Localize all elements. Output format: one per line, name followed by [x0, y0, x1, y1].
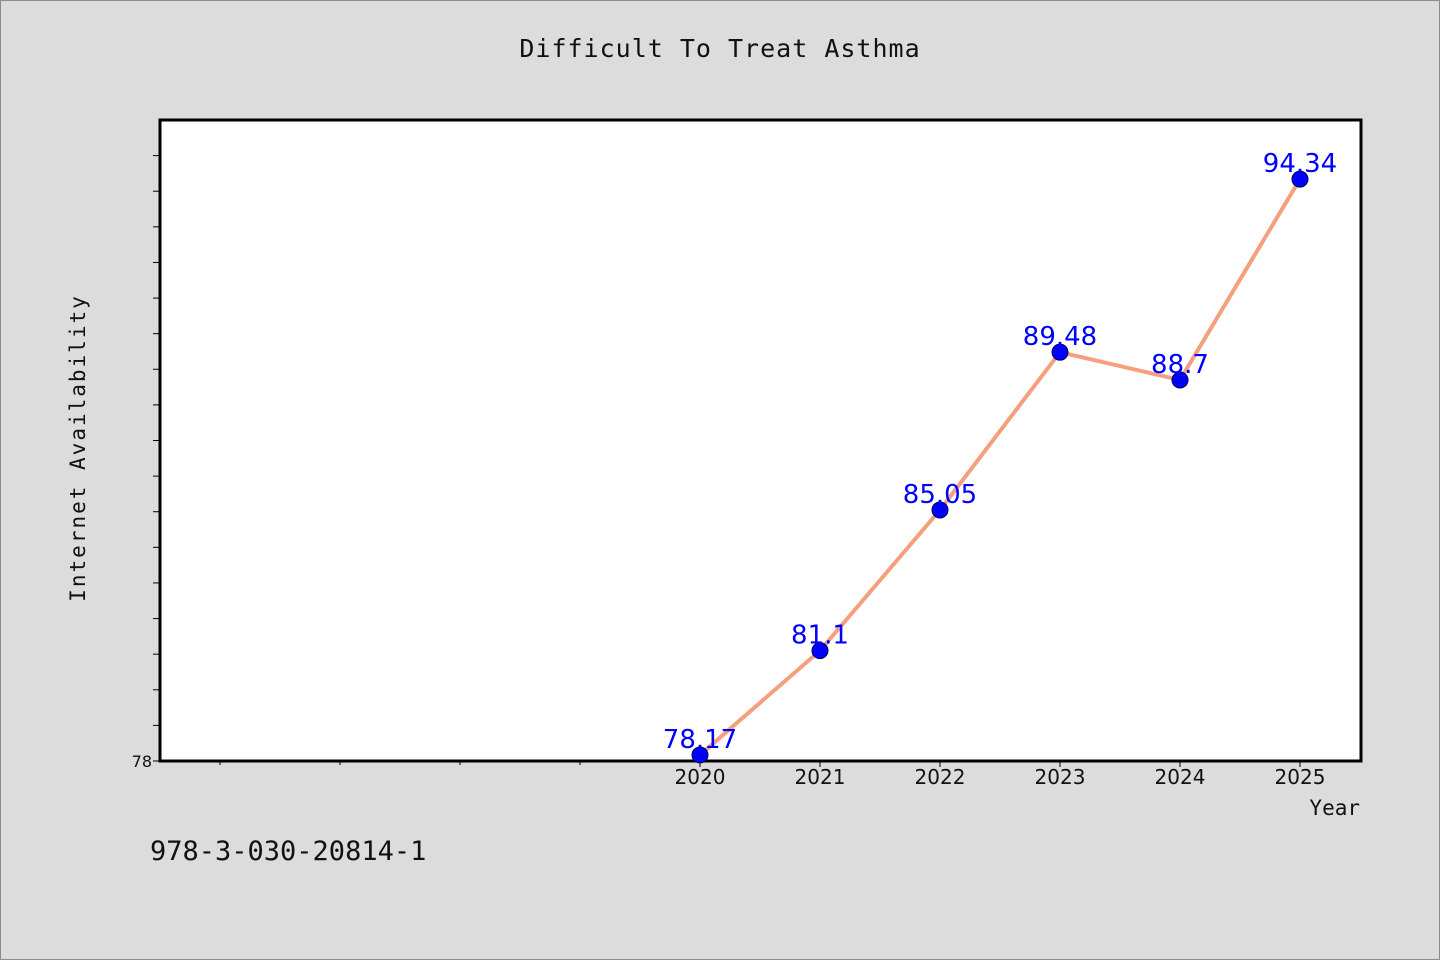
data-label: 78.17: [663, 725, 737, 755]
x-tick-label: 2022: [915, 765, 966, 789]
x-tick-label: 2023: [1035, 765, 1086, 789]
x-axis-label: Year: [1309, 796, 1360, 820]
data-label: 88.7: [1151, 350, 1209, 380]
data-label: 89.48: [1023, 322, 1097, 352]
data-point: [1291, 170, 1309, 188]
data-point: [931, 501, 949, 519]
data-label: 94.34: [1263, 149, 1337, 179]
plot-box: [158, 118, 1363, 763]
data-point: [1051, 343, 1069, 361]
x-tick-label: 2024: [1155, 765, 1206, 789]
x-tick-label: 2021: [795, 765, 846, 789]
data-point: [691, 746, 709, 764]
data-label: 85.05: [903, 480, 977, 510]
series-line: [698, 178, 1302, 757]
footer-code: 978-3-030-20814-1: [150, 836, 427, 867]
data-point: [811, 642, 829, 660]
data-label: 81.1: [791, 621, 849, 651]
x-tick-label: 2020: [675, 765, 726, 789]
data-point: [1171, 371, 1189, 389]
x-tick-label: 2025: [1275, 765, 1326, 789]
y-tick-label: 78: [132, 752, 152, 771]
chart-title: Difficult To Treat Asthma: [519, 34, 921, 63]
